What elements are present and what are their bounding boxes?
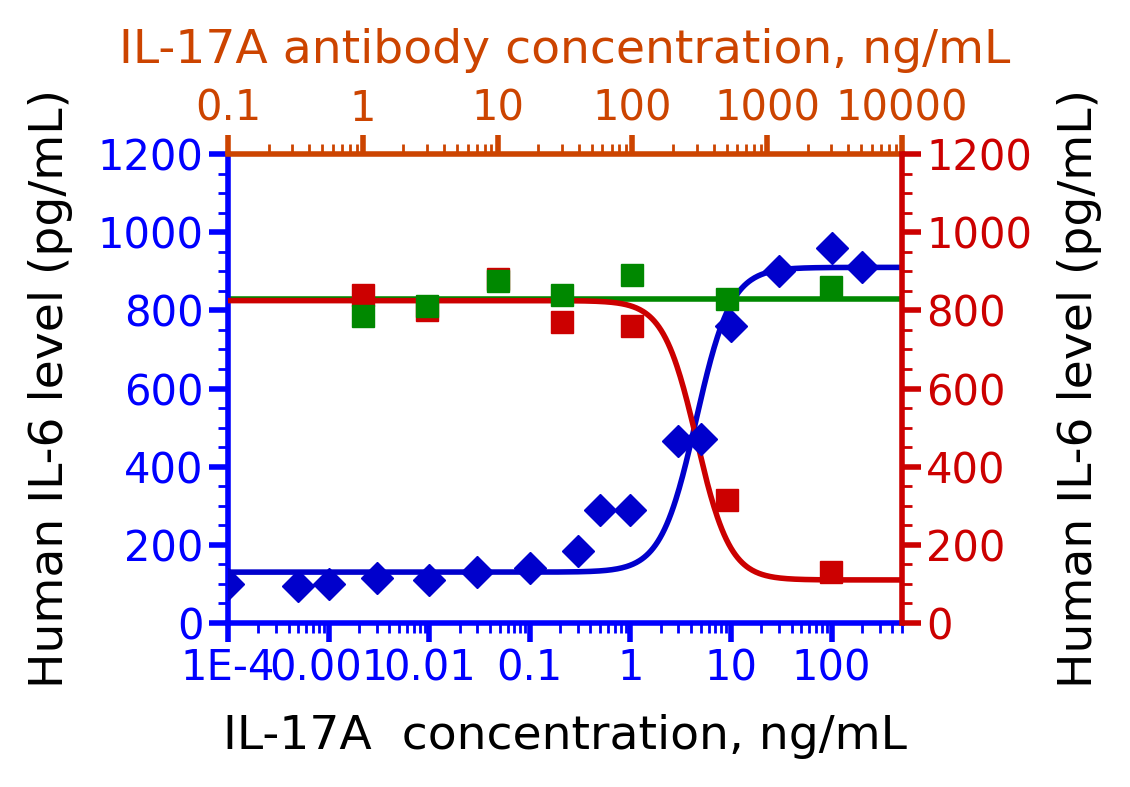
X-axis label: IL-17A  concentration, ng/mL: IL-17A concentration, ng/mL [223, 715, 907, 759]
X-axis label: IL-17A antibody concentration, ng/mL: IL-17A antibody concentration, ng/mL [120, 28, 1010, 72]
Y-axis label: Human IL-6 level (pg/mL): Human IL-6 level (pg/mL) [28, 89, 72, 688]
Y-axis label: Human IL-6 level (pg/mL): Human IL-6 level (pg/mL) [1058, 89, 1102, 688]
